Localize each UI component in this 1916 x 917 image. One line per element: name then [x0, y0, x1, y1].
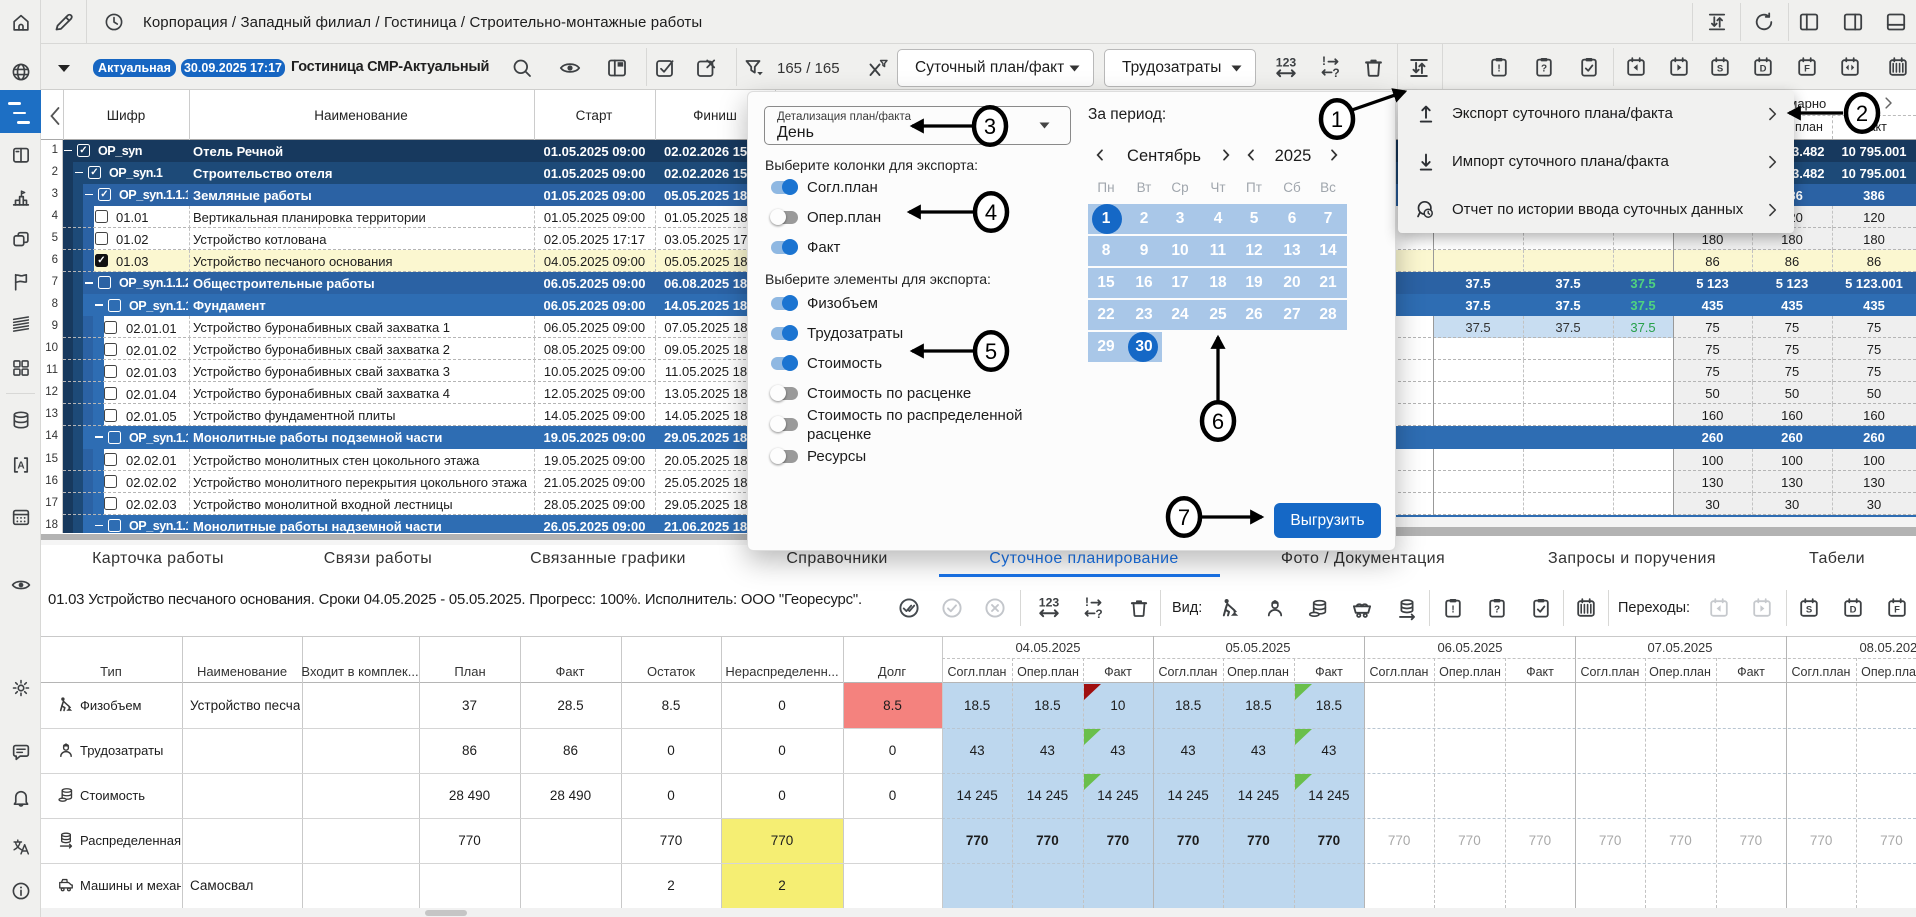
svg-text:?: ? [1541, 64, 1547, 75]
svg-text:!: ! [1322, 54, 1326, 68]
svg-text:?: ? [1494, 605, 1500, 616]
svg-text:123: 123 [1039, 595, 1060, 609]
svg-text:?: ? [1095, 607, 1102, 621]
svg-text:4: 4 [985, 200, 997, 225]
svg-text:S: S [1717, 63, 1723, 74]
svg-text:D: D [1850, 604, 1857, 615]
svg-text:F: F [1804, 63, 1810, 74]
svg-text:123: 123 [1276, 55, 1297, 69]
svg-text:D: D [1760, 63, 1767, 74]
svg-text:A: A [17, 461, 25, 472]
svg-text:!: ! [1451, 605, 1454, 616]
svg-text:!: ! [1085, 595, 1089, 609]
svg-text:F: F [1894, 604, 1900, 615]
svg-text:S: S [1806, 604, 1812, 615]
svg-text:7: 7 [1178, 505, 1190, 530]
svg-text:?: ? [1332, 66, 1339, 80]
svg-text:6: 6 [1212, 409, 1224, 434]
svg-text:1: 1 [1331, 107, 1343, 132]
svg-text:!: ! [1497, 64, 1500, 75]
svg-text:3: 3 [984, 114, 996, 139]
svg-text:5: 5 [985, 339, 997, 364]
svg-text:2: 2 [1856, 101, 1868, 126]
